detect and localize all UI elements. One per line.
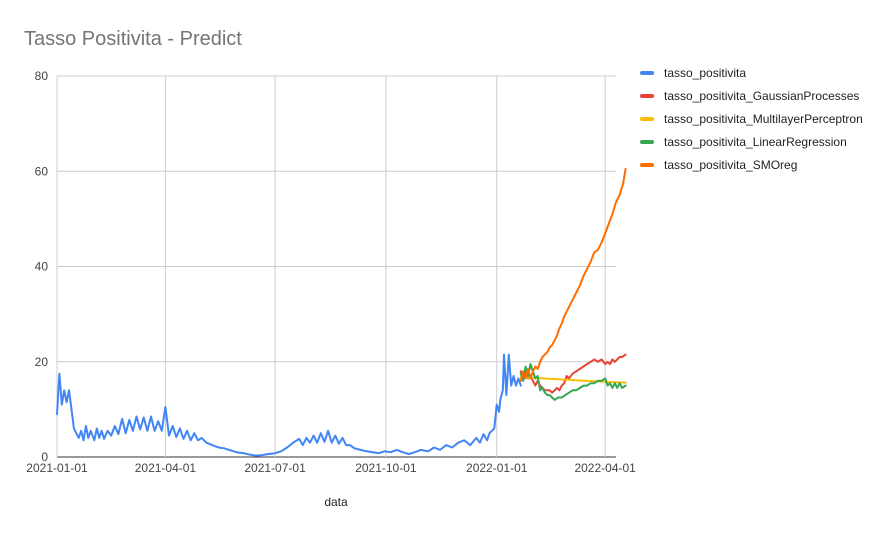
- legend-label: tasso_positivita_LinearRegression: [664, 135, 847, 149]
- x-tick-label: 2021-01-01: [26, 461, 88, 475]
- x-axis-title: data: [324, 495, 348, 509]
- x-tick-label: 2022-01-01: [466, 461, 528, 475]
- legend-item[interactable]: tasso_positivita: [640, 66, 880, 80]
- x-tick-label: 2021-07-01: [244, 461, 306, 475]
- y-tick-label: 40: [35, 260, 49, 274]
- legend: tasso_positivita tasso_positivita_Gaussia…: [640, 66, 880, 181]
- legend-swatch: [640, 94, 654, 98]
- legend-item[interactable]: tasso_positivita_GaussianProcesses: [640, 89, 880, 103]
- y-tick-label: 20: [35, 355, 49, 369]
- legend-label: tasso_positivita_GaussianProcesses: [664, 89, 860, 103]
- y-tick-label: 80: [35, 69, 49, 83]
- grid-lines: [56, 75, 616, 458]
- y-axis-ticks: 0 20 40 60 80: [35, 69, 49, 464]
- series-line-3: [519, 363, 627, 401]
- x-axis-ticks: 2021-01-01 2021-04-01 2021-07-01 2021-10-01…: [26, 461, 636, 475]
- series-line-4: [519, 167, 627, 382]
- legend-item[interactable]: tasso_positivita_LinearRegression: [640, 135, 880, 149]
- legend-label: tasso_positivita: [664, 66, 747, 80]
- legend-swatch: [640, 140, 654, 144]
- legend-label: tasso_positivita_MultilayerPerceptron: [664, 112, 863, 126]
- legend-item[interactable]: tasso_positivita_SMOreg: [640, 158, 880, 172]
- chart-title: Tasso Positivita - Predict: [24, 28, 242, 50]
- legend-label: tasso_positivita_SMOreg: [664, 158, 798, 172]
- legend-swatch: [640, 117, 654, 121]
- x-tick-label: 2021-10-01: [355, 461, 417, 475]
- y-tick-label: 0: [41, 450, 48, 464]
- series-line-0: [56, 353, 522, 457]
- series-line-1: [519, 353, 627, 394]
- series-lines: [56, 167, 627, 457]
- y-tick-label: 60: [35, 164, 49, 178]
- legend-item[interactable]: tasso_positivita_MultilayerPerceptron: [640, 112, 880, 126]
- x-tick-label: 2021-04-01: [135, 461, 197, 475]
- x-tick-label: 2022-04-01: [574, 461, 636, 475]
- legend-swatch: [640, 71, 654, 75]
- legend-swatch: [640, 163, 654, 167]
